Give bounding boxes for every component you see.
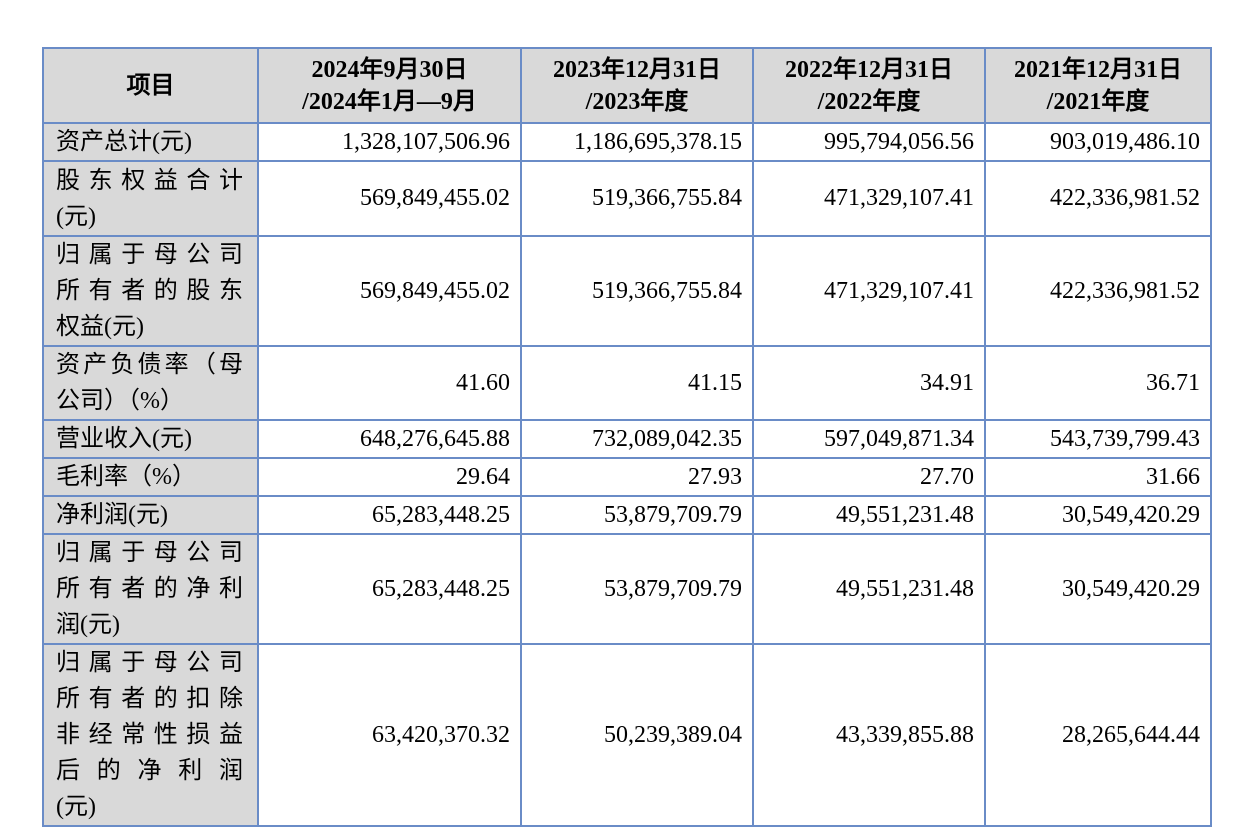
header-line: /2024年1月—9月 [302, 88, 477, 115]
table-row: 毛利率（%） 29.64 27.93 27.70 31.66 [42, 457, 1212, 497]
value-cell: 422,336,981.52 [984, 160, 1212, 237]
row-label-line: 润(元) [56, 612, 120, 638]
row-label: 资产负债率（母 公司）（%） [42, 345, 259, 421]
header-line: /2023年度 [585, 88, 689, 115]
value-cell: 519,366,755.84 [520, 235, 754, 347]
value-cell: 53,879,709.79 [520, 495, 754, 535]
row-label-line: 所有者的扣除 [56, 686, 243, 712]
value-cell: 30,549,420.29 [984, 533, 1212, 645]
row-label: 净利润(元) [42, 495, 259, 535]
table-row: 营业收入(元) 648,276,645.88 732,089,042.35 597,0… [42, 419, 1212, 459]
value-cell: 34.91 [752, 345, 986, 421]
row-label-line: 毛利率（%） [56, 464, 196, 490]
value-cell: 49,551,231.48 [752, 533, 986, 645]
value-cell: 63,420,370.32 [257, 643, 522, 827]
value-cell: 31.66 [984, 457, 1212, 497]
row-label: 营业收入(元) [42, 419, 259, 459]
row-label: 归属于母公司 所有者的净利 润(元) [42, 533, 259, 645]
value-cell: 569,849,455.02 [257, 160, 522, 237]
table-row: 归属于母公司 所有者的扣除 非经常性损益 后的净利润 (元) 63,420,370.32 5… [42, 643, 1212, 827]
value-cell: 648,276,645.88 [257, 419, 522, 459]
header-line: /2021年度 [1046, 88, 1150, 115]
value-cell: 543,739,799.43 [984, 419, 1212, 459]
row-label-line: 股东权益合计 [56, 167, 243, 194]
value-cell: 65,283,448.25 [257, 495, 522, 535]
value-cell: 28,265,644.44 [984, 643, 1212, 827]
row-label-line: 公司）（%） [56, 388, 184, 414]
table-row: 归属于母公司 所有者的股东 权益(元) 569,849,455.02 519,366,7… [42, 235, 1212, 347]
row-label-line: 净利润(元) [56, 502, 168, 528]
row-label-line: 所有者的股东 [56, 278, 243, 304]
value-cell: 1,186,695,378.15 [520, 122, 754, 162]
row-label: 归属于母公司 所有者的扣除 非经常性损益 后的净利润 (元) [42, 643, 259, 827]
row-label-line: 资产负债率（母 [56, 352, 243, 378]
value-cell: 27.70 [752, 457, 986, 497]
value-cell: 1,328,107,506.96 [257, 122, 522, 162]
table-row: 资产总计(元) 1,328,107,506.96 1,186,695,378.15 9… [42, 122, 1212, 162]
value-cell: 36.71 [984, 345, 1212, 421]
value-cell: 903,019,486.10 [984, 122, 1212, 162]
value-cell: 471,329,107.41 [752, 235, 986, 347]
row-label-line: 归属于母公司 [56, 540, 243, 566]
header-period-3: 2021年12月31日/2021年度 [984, 47, 1212, 124]
header-line: 2022年12月31日 [785, 56, 953, 83]
row-label: 资产总计(元) [42, 122, 259, 162]
value-cell: 422,336,981.52 [984, 235, 1212, 347]
row-label-line: (元) [56, 794, 96, 820]
value-cell: 732,089,042.35 [520, 419, 754, 459]
value-cell: 41.15 [520, 345, 754, 421]
row-label-line: 后的净利润 [56, 758, 243, 784]
header-line: 2021年12月31日 [1014, 56, 1182, 83]
row-label-line: (元) [56, 203, 96, 230]
value-cell: 29.64 [257, 457, 522, 497]
header-period-2: 2022年12月31日/2022年度 [752, 47, 986, 124]
row-label-line: 营业收入(元) [56, 426, 192, 452]
row-label-line: 权益(元) [56, 314, 144, 340]
header-line: /2022年度 [817, 88, 921, 115]
value-cell: 43,339,855.88 [752, 643, 986, 827]
row-label: 股东权益合计 (元) [42, 160, 259, 237]
value-cell: 27.93 [520, 457, 754, 497]
header-period-1: 2023年12月31日/2023年度 [520, 47, 754, 124]
header-item: 项目 [42, 47, 259, 124]
row-label-line: 归属于母公司 [56, 650, 243, 676]
header-period-0: 2024年9月30日/2024年1月—9月 [257, 47, 522, 124]
row-label: 归属于母公司 所有者的股东 权益(元) [42, 235, 259, 347]
value-cell: 519,366,755.84 [520, 160, 754, 237]
value-cell: 53,879,709.79 [520, 533, 754, 645]
value-cell: 569,849,455.02 [257, 235, 522, 347]
table-row: 资产负债率（母 公司）（%） 41.60 41.15 34.91 36.71 [42, 345, 1212, 421]
financial-summary-table: 项目 2024年9月30日/2024年1月—9月 2023年12月31日/2023… [42, 47, 1212, 827]
header-row: 项目 2024年9月30日/2024年1月—9月 2023年12月31日/2023… [42, 47, 1212, 124]
value-cell: 597,049,871.34 [752, 419, 986, 459]
table-row: 股东权益合计 (元) 569,849,455.02 519,366,755.84 471… [42, 160, 1212, 237]
row-label-line: 所有者的净利 [56, 576, 243, 602]
header-line: 2023年12月31日 [553, 56, 721, 83]
value-cell: 41.60 [257, 345, 522, 421]
header-line: 2024年9月30日 [311, 56, 468, 83]
row-label-line: 资产总计(元) [56, 129, 192, 155]
row-label-line: 归属于母公司 [56, 242, 243, 268]
value-cell: 471,329,107.41 [752, 160, 986, 237]
value-cell: 30,549,420.29 [984, 495, 1212, 535]
value-cell: 50,239,389.04 [520, 643, 754, 827]
row-label: 毛利率（%） [42, 457, 259, 497]
value-cell: 995,794,056.56 [752, 122, 986, 162]
table-row: 净利润(元) 65,283,448.25 53,879,709.79 49,551,2… [42, 495, 1212, 535]
row-label-line: 非经常性损益 [56, 722, 243, 748]
value-cell: 49,551,231.48 [752, 495, 986, 535]
value-cell: 65,283,448.25 [257, 533, 522, 645]
table-row: 归属于母公司 所有者的净利 润(元) 65,283,448.25 53,879,709.… [42, 533, 1212, 645]
